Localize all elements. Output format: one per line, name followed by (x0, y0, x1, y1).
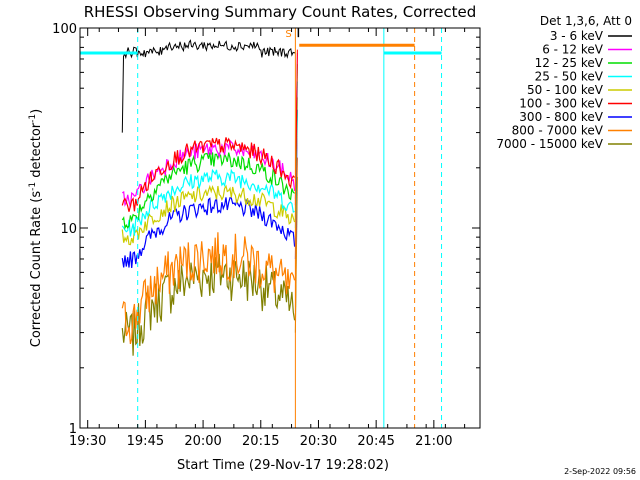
flag-label: S (285, 29, 291, 40)
series-line (121, 168, 295, 237)
legend-item-label: 7000 - 15000 keV (496, 137, 603, 151)
y-axis-label-main: Corrected Count Rate (s (29, 191, 44, 348)
x-tick-label: 21:00 (415, 434, 452, 449)
y-axis-label-mid: detector (29, 122, 44, 182)
legend-item-label: 300 - 800 keV (519, 110, 603, 124)
series-line (121, 152, 295, 230)
legend-item-label: 3 - 6 keV (550, 29, 604, 43)
y-axis-label-sup2: -1 (28, 114, 38, 123)
legend-item-label: 50 - 100 keV (527, 83, 604, 97)
y-axis-label-end: ) (29, 109, 44, 114)
legend-header: Det 1,3,6, Att 0 (540, 14, 632, 28)
series-line (121, 184, 296, 246)
series-line (121, 253, 296, 356)
legend-item-label: 12 - 25 keV (535, 56, 604, 70)
x-tick-label: 19:45 (127, 434, 164, 449)
x-axis: 19:30 19:45 20:00 20:15 20:30 20:45 21:00 (69, 28, 466, 449)
y-tick-label: 10 (60, 222, 77, 237)
y-axis: 1 10 100 (52, 22, 480, 437)
x-tick-label: 20:00 (184, 434, 221, 449)
legend-item-label: 25 - 50 keV (535, 70, 604, 84)
x-tick-label: 20:30 (300, 434, 337, 449)
y-axis-label-sup1: -1 (28, 182, 38, 191)
chart-title: RHESSI Observing Summary Count Rates, Co… (84, 3, 477, 21)
marker-layer: S (79, 28, 443, 428)
x-tick-label: 20:15 (242, 434, 279, 449)
series-line (121, 137, 296, 212)
series-line (121, 196, 296, 268)
series-line-3-6-kev (121, 39, 296, 133)
legend-item-label: 800 - 7000 keV (512, 124, 604, 138)
series-line (121, 232, 296, 345)
legend-item-label: 100 - 300 keV (519, 97, 603, 111)
y-tick-label: 100 (52, 22, 77, 37)
x-tick-label: 20:45 (357, 434, 394, 449)
y-tick-label: 1 (69, 422, 77, 437)
legend-item-label: 6 - 12 keV (542, 43, 604, 57)
series-line (122, 139, 296, 208)
x-axis-label: Start Time (29-Nov-17 19:28:02) (177, 458, 389, 473)
x-tick-label: 19:30 (69, 434, 106, 449)
series-layer (121, 28, 300, 356)
y-axis-label: Corrected Count Rate (s-1 detector-1) (28, 109, 44, 347)
timestamp: 2-Sep-2022 09:56 (564, 467, 636, 476)
